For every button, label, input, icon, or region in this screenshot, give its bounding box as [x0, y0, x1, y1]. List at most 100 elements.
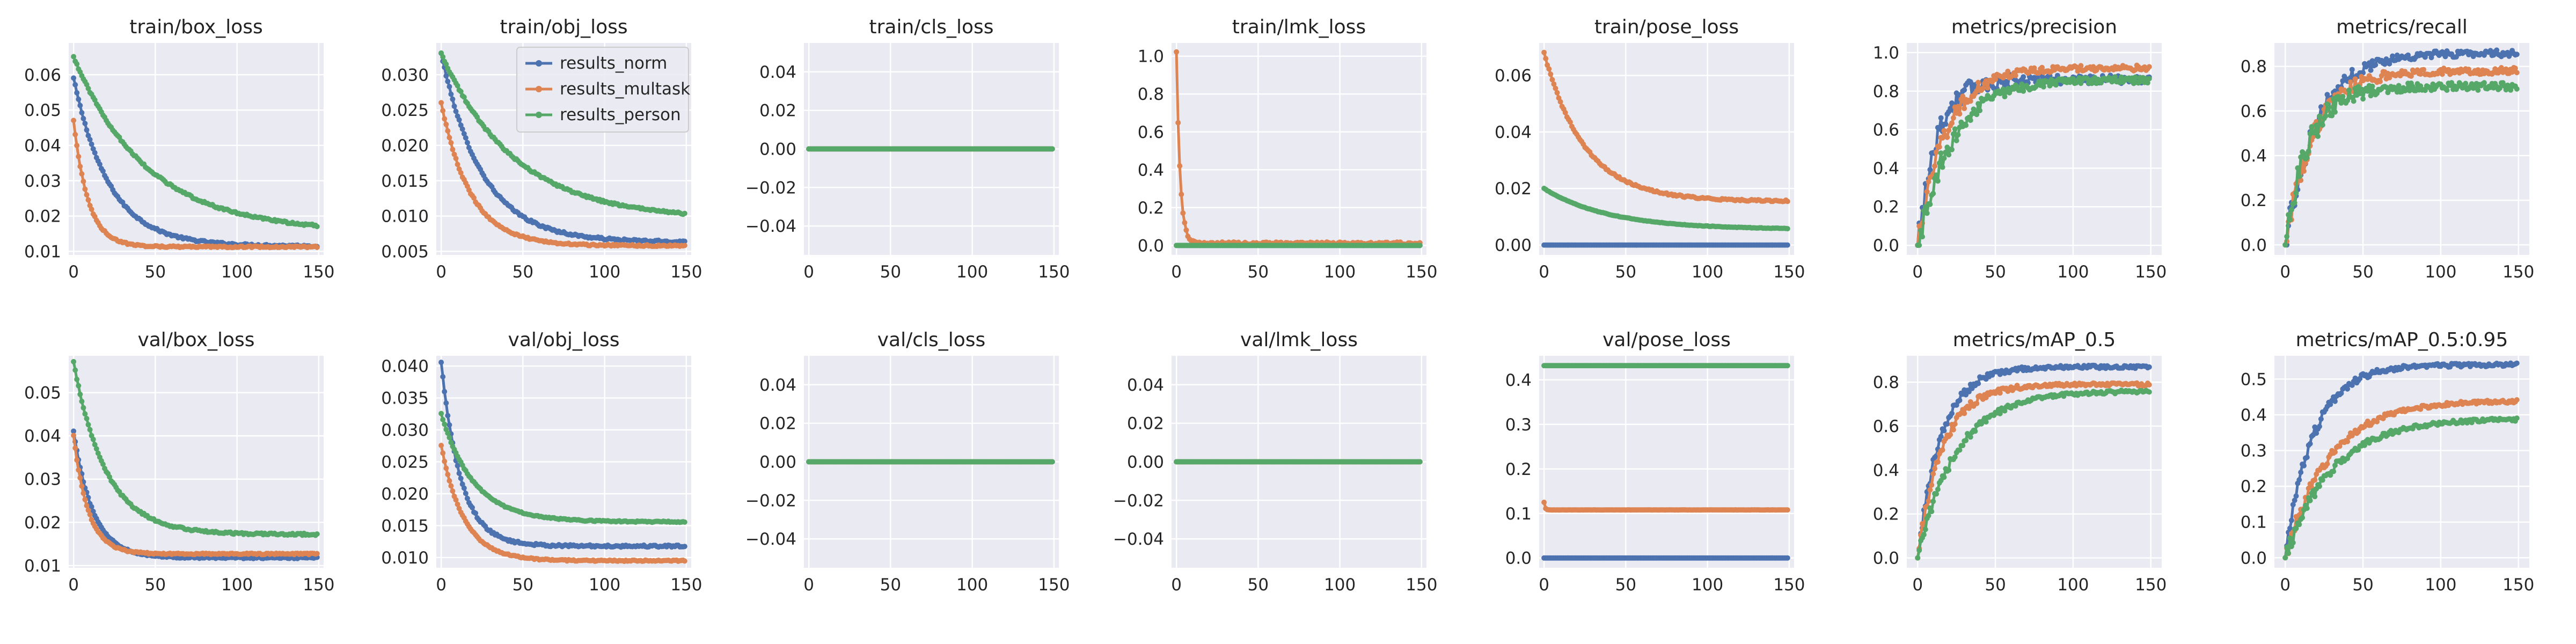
data-point: [440, 108, 446, 114]
y-tick-label: 0.00: [759, 140, 796, 159]
data-point: [463, 491, 469, 496]
series-markers-results_multask: [2282, 65, 2520, 248]
data-point: [2379, 73, 2384, 79]
data-point: [461, 485, 467, 491]
data-point: [459, 126, 465, 132]
data-point: [2286, 212, 2292, 218]
data-point: [87, 427, 93, 433]
data-point: [1932, 163, 1938, 169]
series-markers-results_multask: [1541, 49, 1790, 204]
y-tick-label: 0.025: [381, 453, 429, 472]
y-tick-label: 0.00: [759, 453, 796, 472]
x-tick-label: 50: [513, 262, 533, 282]
data-point: [1546, 66, 1552, 72]
data-point: [2332, 109, 2338, 115]
data-point: [1936, 144, 1942, 150]
legend-marker: [536, 86, 542, 92]
x-tick-label: 150: [1406, 575, 1437, 595]
data-point: [1549, 77, 1555, 83]
data-point: [2352, 76, 2358, 82]
series-markers-results_person: [1174, 243, 1423, 248]
data-point: [1927, 167, 1933, 173]
y-tick-label: 0.040: [381, 357, 429, 376]
data-point: [443, 121, 449, 127]
data-point: [473, 510, 479, 516]
data-point: [443, 400, 449, 406]
data-point: [2497, 85, 2502, 91]
data-point: [71, 358, 77, 364]
legend-box: [516, 47, 689, 133]
data-point: [2377, 78, 2383, 84]
data-point: [2298, 154, 2304, 160]
data-point: [82, 411, 88, 417]
y-tick-label: 0.04: [24, 136, 61, 156]
data-point: [2323, 113, 2329, 119]
y-tick-label: 0.02: [24, 513, 61, 532]
x-tick-label: 50: [513, 575, 533, 595]
data-point: [2508, 87, 2514, 93]
data-point: [1936, 160, 1942, 166]
data-point: [2021, 74, 2026, 80]
data-point: [464, 495, 470, 501]
data-point: [442, 421, 448, 427]
data-point: [2368, 93, 2374, 99]
data-point: [2145, 80, 2150, 86]
subplot-val-obj-loss: 0 50 100 1500.0100.0150.0200.0250.0300.0350…: [381, 329, 702, 595]
data-point: [447, 435, 452, 441]
data-point: [1971, 106, 1977, 112]
data-point: [76, 467, 82, 473]
x-tick-label: 100: [221, 575, 253, 595]
y-tick-label: −0.02: [745, 178, 796, 197]
data-point: [440, 450, 446, 456]
data-point: [2466, 67, 2471, 72]
data-point: [2514, 86, 2520, 92]
data-point: [2078, 63, 2084, 69]
data-point: [2292, 200, 2297, 206]
data-point: [445, 472, 451, 478]
x-tick-label: 150: [2135, 262, 2167, 282]
data-point: [1183, 227, 1189, 233]
series-markers-results_person: [1915, 74, 2152, 248]
data-point: [1935, 178, 1941, 184]
data-point: [448, 140, 454, 146]
series-markers-results_norm: [438, 360, 687, 550]
subplot-title: metrics/precision: [1951, 16, 2117, 38]
series-markers-results_multask: [1915, 62, 2152, 248]
data-point: [455, 83, 460, 89]
data-point: [2021, 88, 2026, 94]
data-point: [2408, 73, 2414, 79]
x-tick-label: 0: [68, 575, 79, 595]
y-tick-label: 0.4: [1873, 159, 1899, 178]
data-point: [84, 192, 90, 197]
data-point: [453, 108, 459, 114]
data-point: [464, 140, 470, 145]
data-point: [1938, 115, 1944, 121]
data-point: [2487, 48, 2493, 54]
data-point: [72, 445, 78, 451]
x-tick-label: 100: [1324, 575, 1356, 595]
data-point: [438, 443, 444, 448]
y-tick-label: 0.015: [381, 516, 429, 536]
data-point: [2422, 87, 2428, 93]
y-tick-label: 0.005: [381, 242, 429, 261]
legend-label: results_multask: [560, 79, 690, 99]
data-point: [450, 147, 456, 152]
y-tick-label: −0.04: [1113, 530, 1164, 549]
y-tick-label: 0.04: [759, 63, 796, 82]
data-point: [458, 475, 464, 481]
data-point: [71, 75, 77, 81]
y-tick-label: 0.04: [24, 427, 61, 446]
data-point: [2514, 52, 2520, 57]
x-tick-label: 150: [2502, 262, 2534, 282]
x-tick-label: 150: [670, 575, 702, 595]
subplot-title: val/box_loss: [137, 329, 254, 351]
subplot-val-lmk-loss: 0 50 100 150−0.04−0.020.000.020.04val/lmk_l…: [1113, 329, 1437, 595]
x-tick-label: 50: [145, 262, 166, 282]
data-point: [85, 197, 91, 203]
data-point: [450, 96, 456, 102]
data-point: [1934, 172, 1939, 178]
data-point: [80, 115, 86, 121]
data-point: [76, 97, 82, 102]
data-point: [2053, 82, 2059, 88]
